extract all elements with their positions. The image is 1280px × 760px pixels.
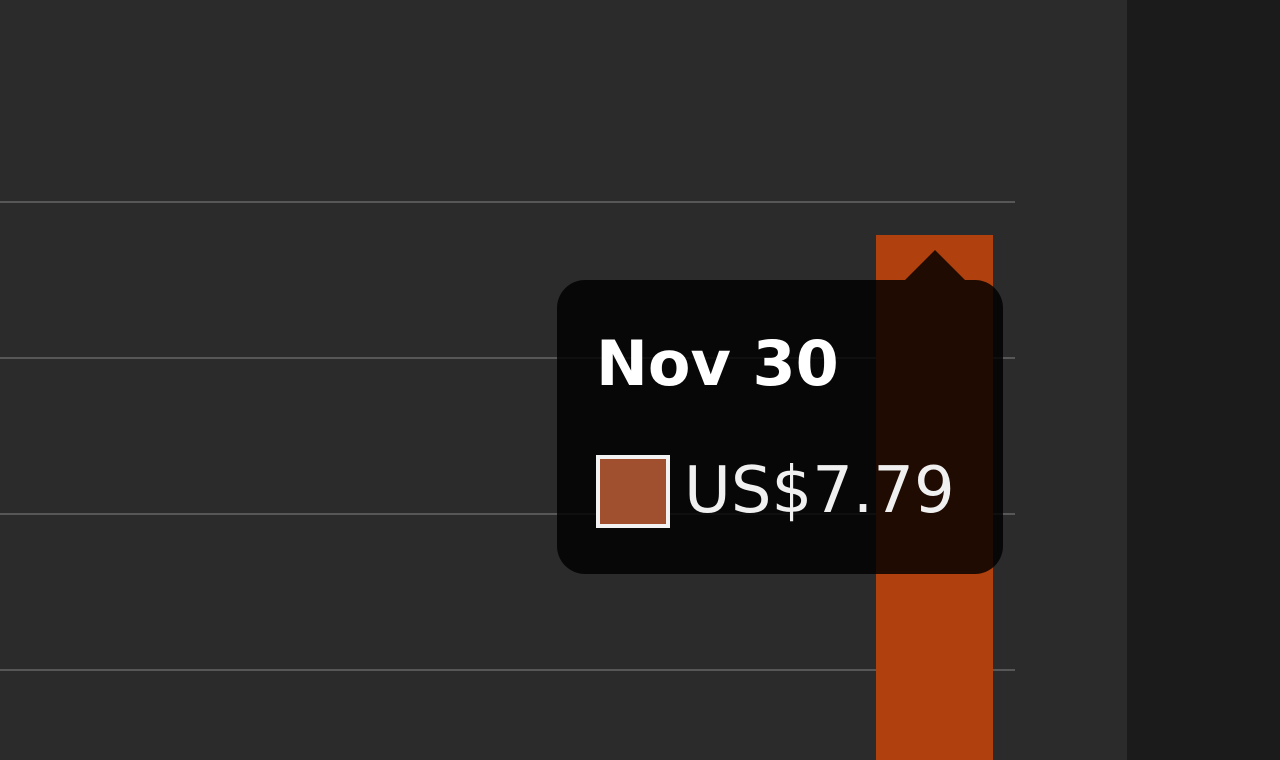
tooltip-date: Nov 30 bbox=[596, 327, 839, 400]
tooltip: Nov 30 US$7.79 bbox=[557, 250, 1003, 574]
tooltip-arrow bbox=[905, 250, 965, 280]
side-panel bbox=[1127, 0, 1280, 760]
legend-swatch bbox=[596, 455, 670, 528]
tooltip-value: US$7.79 bbox=[684, 454, 955, 528]
tooltip-box bbox=[557, 280, 1003, 574]
